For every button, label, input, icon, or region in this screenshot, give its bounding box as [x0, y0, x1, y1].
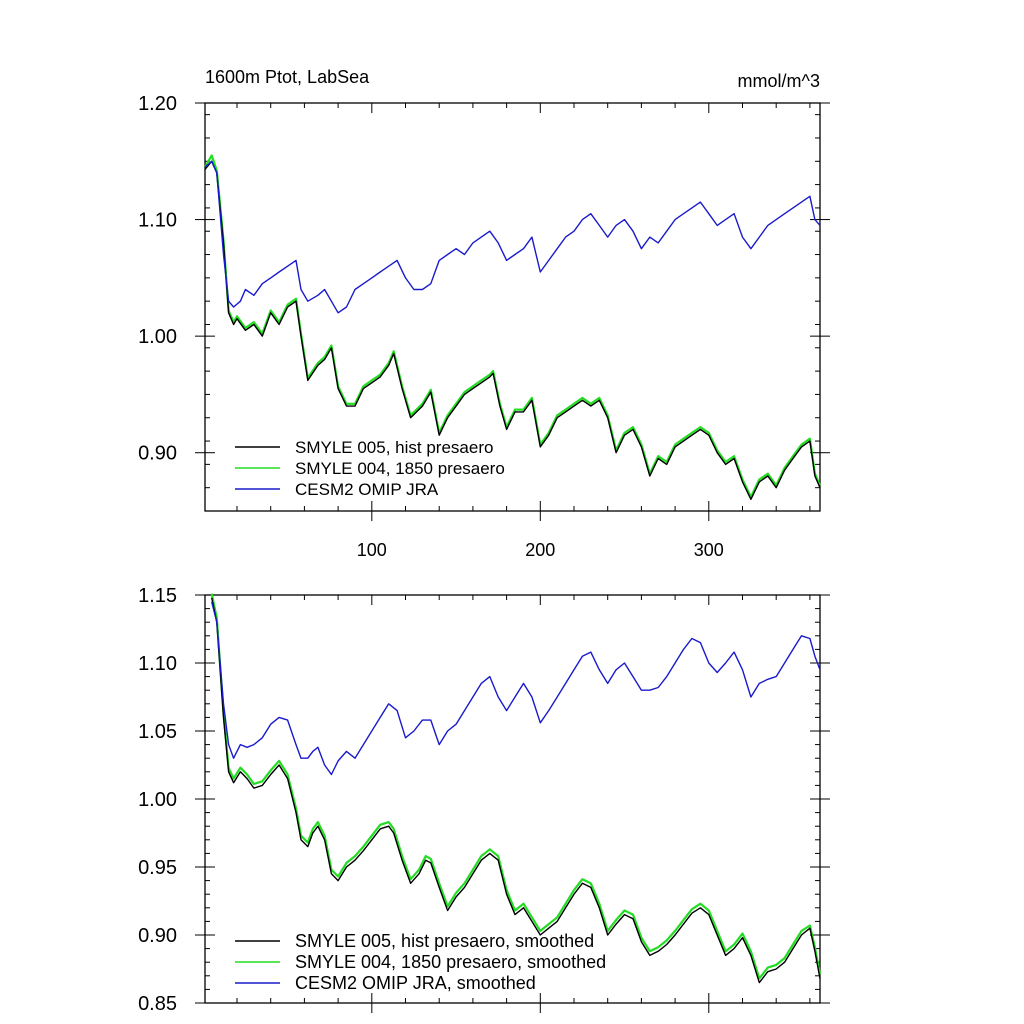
y-tick-label: 0.95	[138, 857, 177, 879]
y-tick-label: 1.05	[138, 721, 177, 743]
y-tick-label: 0.90	[138, 443, 177, 465]
bottom-panel: 0.85 0.90 0.95 1.00 1.05 1.10 1.15 SMYLE 005, …	[138, 585, 830, 1015]
legend-label: SMYLE 004, 1850 presaero, smoothed	[295, 952, 606, 972]
x-tick-label: 100	[357, 540, 387, 560]
bottom-axis-ticks: 0.85 0.90 0.95 1.00 1.05 1.10 1.15	[138, 585, 830, 1015]
series-line-2	[210, 593, 822, 980]
y-tick-label: 1.15	[138, 585, 177, 607]
top-series-lines	[204, 154, 822, 500]
top-legend: SMYLE 005, hist presaero SMYLE 004, 1850 …	[235, 438, 505, 499]
y-tick-label: 1.10	[138, 653, 177, 675]
y-tick-label: 1.00	[138, 789, 177, 811]
y-tick-label: 1.20	[138, 93, 177, 115]
top-panel: 1600m Ptot, LabSea mmol/m^3 100 200 300 0.9…	[138, 67, 830, 560]
bottom-series-lines	[210, 593, 822, 984]
x-tick-label: 300	[694, 540, 724, 560]
top-plot-frame	[204, 102, 821, 512]
legend-label: SMYLE 005, hist presaero, smoothed	[295, 931, 594, 951]
y-tick-label: 0.85	[138, 993, 177, 1015]
legend-label: SMYLE 004, 1850 presaero	[295, 459, 505, 478]
y-tick-label: 0.90	[138, 925, 177, 947]
y-tick-label: 1.00	[138, 326, 177, 348]
series-line-3	[211, 601, 821, 776]
legend-label: CESM2 OMIP JRA, smoothed	[295, 973, 536, 993]
series-line-1	[204, 160, 821, 500]
bottom-legend: SMYLE 005, hist presaero, smoothedSMYLE …	[235, 931, 606, 993]
series-line-1	[211, 597, 821, 984]
top-axis-ticks: 100 200 300 0.90 1.00 1.10 1.20	[138, 93, 830, 560]
legend-label: CESM2 OMIP JRA	[295, 480, 439, 499]
series-line-3	[204, 160, 821, 314]
top-chart-units: mmol/m^3	[738, 71, 820, 91]
y-tick-label: 1.10	[138, 210, 177, 232]
legend-label: SMYLE 005, hist presaero	[295, 438, 493, 457]
x-tick-label: 200	[525, 540, 555, 560]
top-chart-title: 1600m Ptot, LabSea	[205, 67, 370, 87]
